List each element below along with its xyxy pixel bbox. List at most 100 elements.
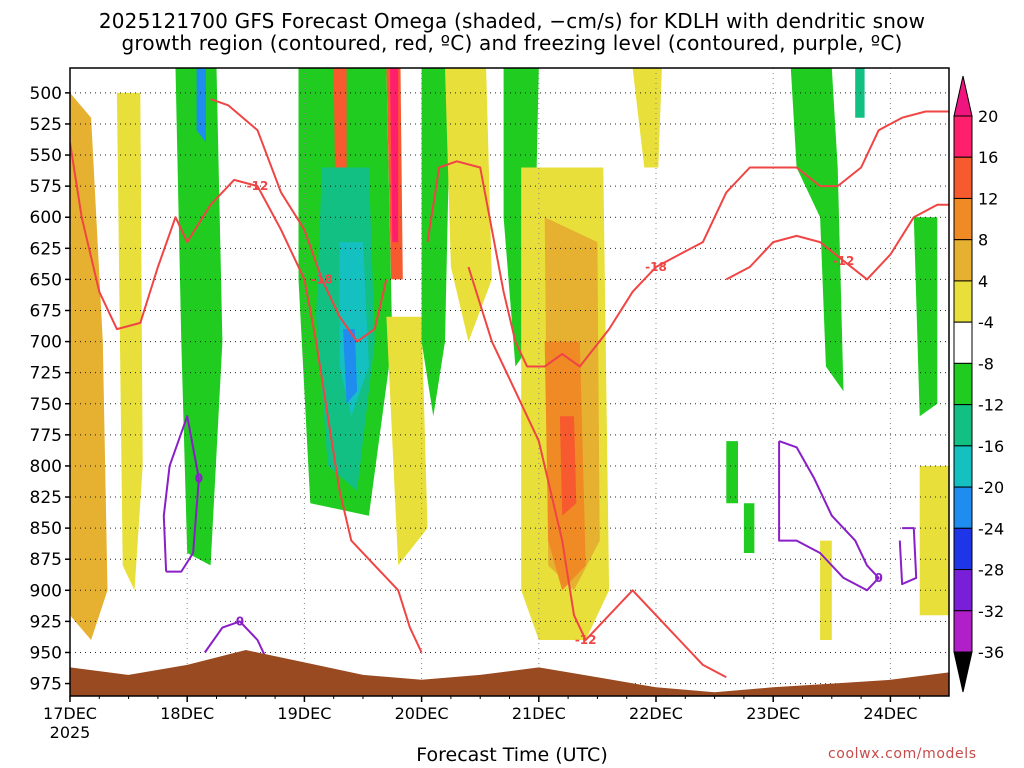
omega-region-20	[559, 416, 577, 516]
colorbar-swatch-10	[953, 527, 973, 571]
freezing-contour-1	[203, 620, 271, 666]
dgz-contour-0	[210, 98, 388, 343]
x-axis: 17DEC 18DEC 19DEC 20DEC 21DEC 22DEC 23DEC 24DEC…	[43, 696, 921, 742]
omega-region-2	[70, 92, 108, 640]
y-tick-label-950: 950	[30, 643, 62, 663]
colorbar-label-13: -36	[978, 643, 1004, 662]
colorbar-label-7: -12	[978, 396, 1004, 415]
omega-region-23	[913, 217, 938, 417]
y-tick-label-500: 500	[30, 84, 62, 104]
colorbar-swatch-1	[953, 156, 973, 199]
colorbar-swatch-6	[953, 362, 973, 406]
colorbar-swatch-4	[953, 280, 973, 323]
x-year-label: 2025	[50, 723, 91, 742]
x-tick-label-18DEC: 18DEC	[160, 704, 214, 723]
y-tick-label-625: 625	[30, 239, 62, 259]
colorbar-swatch-7	[953, 404, 973, 447]
colorbar-swatch-3	[953, 239, 973, 282]
y-tick-label-900: 900	[30, 581, 62, 601]
y-tick-label-875: 875	[30, 550, 62, 570]
omega-region-11	[390, 68, 399, 243]
omega-region-8	[343, 329, 358, 404]
y-tick-label-750: 750	[30, 395, 62, 415]
y-tick-label-575: 575	[30, 177, 62, 197]
y-tick-label-975: 975	[30, 675, 62, 695]
omega-region-3	[116, 92, 143, 591]
dgz-contour-0-label: -18	[311, 272, 333, 286]
omega-region-16	[445, 68, 492, 342]
omega-region-4	[175, 68, 223, 566]
freezing-contour-2-label: 0	[875, 571, 883, 585]
colorbar-label-8: -16	[978, 437, 1004, 456]
colorbar-swatch-12	[953, 610, 973, 653]
colorbar-label-1: 16	[978, 148, 998, 167]
omega-region-12	[333, 68, 347, 168]
x-tick-label-20DEC: 20DEC	[395, 704, 449, 723]
chart-title-line2: growth region (contoured, red, ºC) and f…	[121, 31, 903, 55]
colorbar-label-11: -28	[978, 561, 1004, 580]
colorbar-label-4: 4	[978, 272, 988, 291]
dgz-contour-1	[426, 110, 949, 368]
colorbar-bottom-arrow	[953, 651, 973, 693]
credit-text: coolwx.com/models	[828, 746, 977, 762]
colorbar-label-3: 8	[978, 231, 988, 250]
omega-region-14	[421, 68, 451, 417]
x-tick-label-24DEC: 24DEC	[863, 704, 917, 723]
x-tick-label-22DEC: 22DEC	[629, 704, 683, 723]
freezing-contour-0	[162, 415, 200, 573]
colorbar-label-0: 20	[978, 107, 998, 126]
y-tick-label-700: 700	[30, 333, 62, 353]
omega-region-21	[632, 68, 662, 168]
dgz-contour-3-label: -12	[575, 633, 597, 647]
y-tick-label-650: 650	[30, 270, 62, 290]
y-tick-label-675: 675	[30, 301, 62, 321]
terrain	[70, 650, 949, 696]
x-axis-label: Forecast Time (UTC)	[416, 744, 608, 766]
colorbar-label-6: -8	[978, 354, 994, 373]
freezing-contour-1-label: 0	[236, 614, 244, 628]
colorbar-swatch-11	[953, 569, 973, 612]
y-tick-label-800: 800	[30, 457, 62, 477]
dgz-contour-4-label: -12	[833, 254, 855, 268]
freezing-contour-3	[898, 527, 918, 586]
freezing-contour-2	[778, 440, 880, 592]
x-tick-label-21DEC: 21DEC	[512, 704, 566, 723]
y-tick-label-525: 525	[30, 115, 62, 135]
colorbar: 20 16 12 8 4 -4 -8 -12 -16 -20 -24 -28 -32 -36	[953, 75, 1004, 693]
colorbar-label-12: -32	[978, 602, 1004, 621]
dgz-contour-3	[467, 266, 727, 679]
omega-region-24	[855, 68, 865, 118]
chart-title-line1: 2025121700 GFS Forecast Omega (shaded, −…	[98, 9, 926, 33]
y-tick-label-775: 775	[30, 426, 62, 446]
colorbar-swatch-9	[953, 486, 973, 529]
colorbar-label-2: 12	[978, 189, 998, 208]
dgz-contour-4	[725, 203, 949, 281]
y-tick-label-925: 925	[30, 612, 62, 632]
colorbar-swatch-8	[953, 445, 973, 488]
omega-region-9	[196, 68, 206, 143]
terrain-fill	[70, 650, 949, 696]
dgz-contour-1-label: -18	[645, 260, 667, 274]
y-tick-label-825: 825	[30, 488, 62, 508]
x-tick-label-19DEC: 19DEC	[277, 704, 331, 723]
x-tick-label-17DEC: 17DEC	[43, 704, 97, 723]
y-tick-label-550: 550	[30, 146, 62, 166]
x-tick-label-23DEC: 23DEC	[746, 704, 800, 723]
dgz-contour-2-label: -12	[247, 179, 269, 193]
y-tick-label-850: 850	[30, 519, 62, 539]
y-tick-label-725: 725	[30, 364, 62, 384]
freezing-contour-0-label: 0	[195, 471, 203, 485]
temperature-contours: -18 -18 -12 -12 -12 0 0 0	[70, 98, 949, 679]
y-tick-label-600: 600	[30, 208, 62, 228]
y-axis: 500 525 550 575 600 625 650 675 700 725 750 775 800 8…	[30, 84, 70, 695]
colorbar-swatch-5	[953, 321, 973, 364]
colorbar-label-9: -20	[978, 478, 1004, 497]
colorbar-label-5: -4	[978, 313, 994, 332]
dgz-contour-2	[70, 142, 423, 653]
colorbar-top-arrow	[953, 75, 973, 117]
omega-region-25	[726, 441, 738, 504]
omega-region-26	[743, 503, 755, 553]
colorbar-swatch-0	[953, 115, 973, 158]
colorbar-swatch-2	[953, 197, 973, 241]
